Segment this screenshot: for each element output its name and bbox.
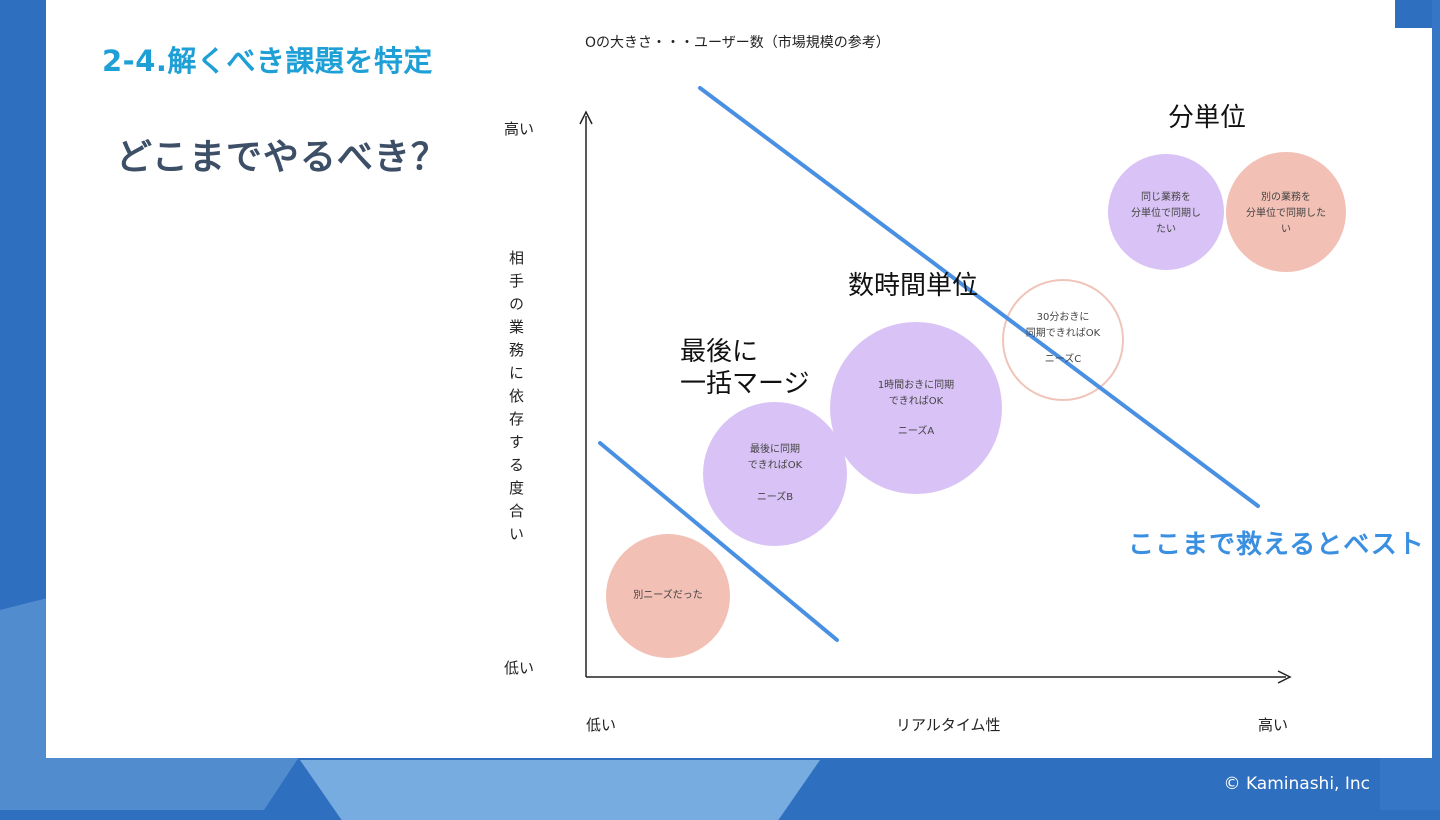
background-shape — [1395, 0, 1432, 28]
bubble-needs-b-line2: できればOK — [747, 460, 803, 471]
bubble-needs-a-name: ニーズA — [897, 426, 935, 437]
slide-title: 2-4.解くべき課題を特定 — [102, 44, 433, 78]
bubble-same-work — [1108, 154, 1224, 270]
slide-question: どこまでやるべき？ — [116, 137, 448, 178]
bubble-other-work-line2: 分単位で同期した — [1246, 208, 1326, 219]
x-axis-title: リアルタイム性 — [896, 716, 1001, 734]
bubble-needs-c-name: ニーズC — [1044, 354, 1082, 365]
best-annotation: ここまで救えるとベスト — [1128, 530, 1425, 560]
bubble-other-work — [1226, 152, 1346, 272]
legend-note: Oの大きさ・・・ユーザー数（市場規模の参考） — [585, 35, 890, 51]
bubble-needs-b-line1: 最後に同期 — [750, 444, 800, 455]
category-minutes: 分単位 — [1168, 103, 1247, 133]
bubble-same-work-line1: 同じ業務を — [1141, 192, 1191, 203]
bubble-other-work-line3: い — [1281, 224, 1291, 235]
bubble-needs-c-line1: 30分おきに — [1036, 312, 1090, 323]
upper-boundary-line — [698, 86, 1260, 508]
bubble-needs-a-line2: できればOK — [888, 396, 944, 407]
bubble-needs-c-label: 30分おきに 同期できればOK ニーズC — [1013, 310, 1113, 368]
x-axis-high-label: 高い — [1258, 716, 1289, 734]
y-axis-low-label: 低い — [504, 659, 535, 677]
x-axis-arrow — [1277, 670, 1292, 684]
category-batch-line1: 最後に — [680, 337, 759, 367]
bubble-needs-c-line2: 同期できればOK — [1025, 328, 1101, 339]
bubble-needs-a — [830, 322, 1002, 494]
category-batch-merge: 最後に 一括マージ — [680, 336, 809, 400]
bubble-needs-a-label: 1時間おきに同期 できればOK ニーズA — [851, 378, 981, 440]
y-axis-high-label: 高い — [504, 120, 535, 138]
bubble-other-needs — [606, 534, 730, 658]
bubble-same-work-line2: 分単位で同期し — [1131, 208, 1201, 219]
copyright: © Kaminashi, Inc — [1223, 774, 1370, 794]
category-batch-line2: 一括マージ — [680, 369, 810, 399]
bubble-needs-a-line1: 1時間おきに同期 — [877, 380, 955, 391]
bubble-other-work-line1: 別の業務を — [1261, 192, 1311, 203]
slide-canvas — [46, 0, 1432, 758]
lower-boundary-line — [598, 441, 839, 642]
bubble-needs-c — [1002, 279, 1124, 401]
bubble-needs-b-name: ニーズB — [756, 492, 794, 503]
y-axis-title: 相手の業務に依存する度合い — [507, 250, 525, 549]
bubble-other-needs-label: 別ニーズだった — [633, 590, 703, 601]
x-axis-low-label: 低い — [586, 716, 617, 734]
y-axis-arrow — [579, 110, 593, 125]
category-hours: 数時間単位 — [848, 271, 979, 301]
bubble-other-work-label: 別の業務を 分単位で同期した い — [1232, 190, 1340, 238]
bubble-needs-b-label: 最後に同期 できればOK ニーズB — [715, 442, 835, 506]
bubble-same-work-label: 同じ業務を 分単位で同期し たい — [1116, 190, 1216, 238]
bubble-same-work-line3: たい — [1156, 224, 1176, 235]
bubble-needs-b — [703, 402, 847, 546]
